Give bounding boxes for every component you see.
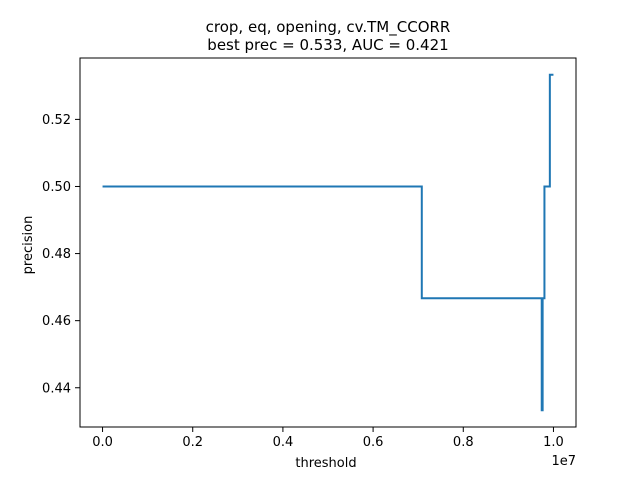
x-axis-offset-text: 1e7 xyxy=(551,454,576,469)
x-tick-label: 0.6 xyxy=(363,435,384,450)
y-tick-label: 0.46 xyxy=(42,314,71,329)
y-tick-label: 0.52 xyxy=(42,113,71,128)
plot-area: 0.0 0.2 0.4 0.6 0.8 1.0 0.44 0.46 0.48 0.50 0.52 xyxy=(42,57,577,450)
chart-title-line-2: best prec = 0.533, AUC = 0.421 xyxy=(207,36,448,54)
x-tick-label: 0.8 xyxy=(453,435,474,450)
chart-title-line-1: crop, eq, opening, cv.TM_CCORR xyxy=(206,18,451,37)
series-line-0 xyxy=(102,73,554,412)
y-tick-label: 0.50 xyxy=(42,180,71,195)
y-tick-label: 0.44 xyxy=(42,381,71,396)
x-tick-label: 0.0 xyxy=(92,435,113,450)
x-tick-label: 1.0 xyxy=(543,435,564,450)
x-tick-label: 0.4 xyxy=(273,435,294,450)
x-axis-label: threshold xyxy=(295,456,356,471)
x-tick-label: 0.2 xyxy=(182,435,203,450)
axes-frame xyxy=(79,57,577,428)
y-axis-label: precision xyxy=(21,216,36,275)
y-tick-label: 0.48 xyxy=(42,247,71,262)
